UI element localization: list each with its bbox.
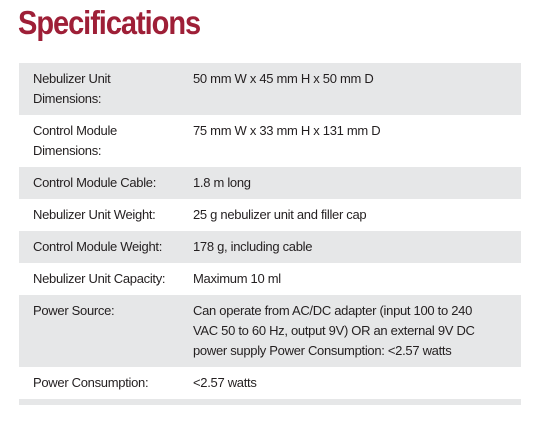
spec-label: Power Source: [33,303,115,318]
spec-label: Nebulizer Unit Dimensions: [33,71,111,106]
spec-label-cell: Power Consumption: [19,367,193,402]
spec-label-cell: Control Module Cable: [19,167,193,199]
spec-label: Control Module Dimensions: [33,123,117,158]
spec-label: Nebulizer Unit Capacity: [33,271,166,286]
spec-value: <2.57 watts [193,375,257,390]
spec-value: 75 mm W x 33 mm H x 131 mm D [193,123,381,138]
spec-value: Can operate from AC/DC adapter (input 10… [193,303,475,358]
spec-value: 25 g nebulizer unit and filler cap [193,207,367,222]
spec-row: Control Module Weight: 178 g, including c… [19,231,521,263]
spec-label: Control Module Cable: [33,175,157,190]
spec-label-cell: Power Source: [19,295,193,367]
spec-row: Power Consumption: <2.57 watts [19,367,521,402]
spec-label-cell: Control Module Weight: [19,231,193,263]
spec-row: Control Module Cable: 1.8 m long [19,167,521,199]
spec-value: 50 mm W x 45 mm H x 50 mm D [193,71,374,86]
spec-row: Power Source: Can operate from AC/DC adap… [19,295,521,367]
spec-label-cell: Nebulizer Unit Weight: [19,199,193,231]
spec-value: 1.8 m long [193,175,251,190]
spec-row: Nebulizer Unit Weight: 25 g nebulizer uni… [19,199,521,231]
spec-row: Control Module Dimensions: 75 mm W x 33 m… [19,115,521,167]
spec-label-cell: Control Module Dimensions: [19,115,193,167]
title: Specifications [18,4,201,41]
spec-label-cell: Nebulizer Unit Capacity: [19,263,193,295]
spec-value: Maximum 10 ml [193,271,281,286]
spec-row: Nebulizer Unit Dimensions: 50 mm W x 45 m… [19,63,521,115]
spec-value: 178 g, including cable [193,239,313,254]
spec-label-cell: Nebulizer Unit Dimensions: [19,63,193,115]
spec-table: Nebulizer Unit Dimensions: 50 mm W x 45 m… [19,63,521,405]
spec-row: Nebulizer Unit Capacity: Maximum 10 ml [19,263,521,295]
spec-label: Power Consumption: [33,375,149,390]
spec-label: Nebulizer Unit Weight: [33,207,156,222]
spec-label: Control Module Weight: [33,239,163,254]
